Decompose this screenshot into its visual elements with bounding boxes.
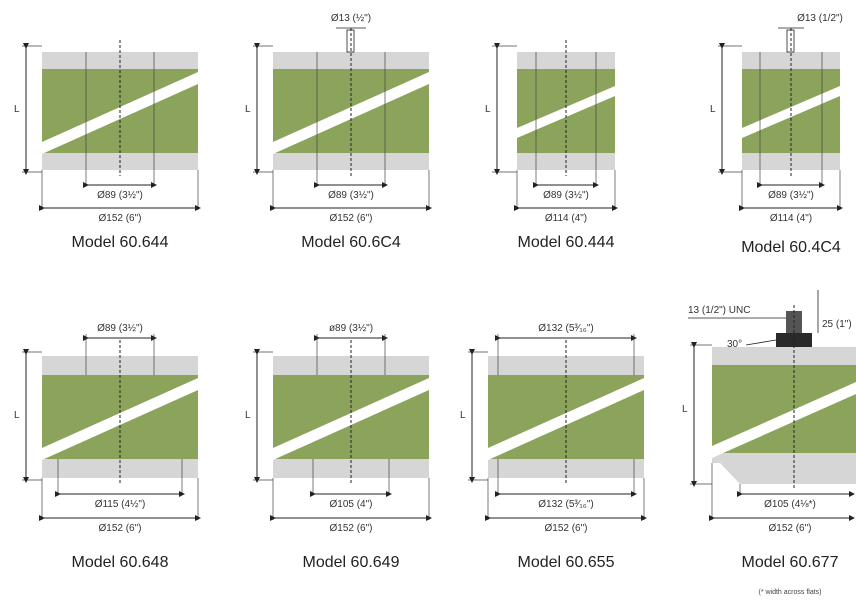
outer-dimension-label: Ø114 (4") bbox=[545, 213, 587, 224]
footnote: (* width across flats) bbox=[758, 589, 821, 596]
outer-dimension-label: Ø152 (6") bbox=[329, 213, 372, 224]
housing-bottom-band bbox=[42, 459, 198, 478]
drawing-model-60-649: ø89 (3½") L Ø105 (4") Ø152 (6") Model 60… bbox=[245, 323, 432, 571]
side-dimension-label: 25 (1") bbox=[822, 319, 852, 330]
housing-bottom-band bbox=[488, 459, 644, 478]
l-dimension-label: L bbox=[14, 410, 20, 421]
model-name: Model 60.4C4 bbox=[741, 239, 841, 256]
housing-bottom-band bbox=[273, 153, 429, 170]
outer-dimension-label: Ø152 (6") bbox=[98, 523, 141, 534]
outer-dimension-label: Ø152 (6") bbox=[544, 523, 587, 534]
top-dimension-label: Ø132 (5³⁄₁₆") bbox=[538, 323, 593, 334]
drawing-model-60-6c4: Ø13 (½") L Ø89 (3½") Ø152 (6") Model 60.… bbox=[245, 13, 432, 251]
housing-bottom-band bbox=[742, 153, 840, 170]
diagonal-stripe bbox=[488, 378, 644, 460]
housing-bottom-band bbox=[273, 459, 429, 478]
l-dimension-label: L bbox=[485, 104, 491, 115]
inner-dimension-label: Ø132 (5³⁄₁₆") bbox=[538, 499, 593, 510]
outer-dimension-label: Ø152 (6") bbox=[768, 523, 811, 534]
inner-dimension-label: Ø105 (4") bbox=[329, 499, 372, 510]
housing-top-band bbox=[712, 347, 856, 365]
outer-dimension-label: Ø152 (6") bbox=[98, 213, 141, 224]
top-dimension-label: Ø13 (½") bbox=[331, 13, 371, 24]
housing-base-taper bbox=[720, 463, 856, 484]
angle-label: 30° bbox=[727, 339, 742, 350]
model-name: Model 60.444 bbox=[518, 234, 615, 251]
l-dimension-label: L bbox=[245, 410, 251, 421]
model-name: Model 60.648 bbox=[72, 554, 169, 571]
l-dimension-label: L bbox=[14, 104, 20, 115]
drawing-model-60-444: L Ø89 (3½") Ø114 (4") Model 60.444 bbox=[485, 40, 618, 251]
l-dimension-label: L bbox=[682, 404, 688, 415]
outer-dimension-label: Ø114 (4") bbox=[770, 213, 812, 224]
model-name: Model 60.644 bbox=[72, 234, 169, 251]
inner-dimension-label: Ø89 (3½") bbox=[768, 190, 814, 201]
inner-dimension-label: Ø89 (3½") bbox=[97, 190, 143, 201]
outer-dimension-label: Ø152 (6") bbox=[329, 523, 372, 534]
angle-leader bbox=[745, 339, 777, 346]
thread-label: 13 (1/2") UNC bbox=[688, 305, 750, 316]
inner-dimension-label: Ø89 (3½") bbox=[328, 190, 374, 201]
inner-dimension-label: Ø89 (3½") bbox=[543, 190, 589, 201]
top-dimension-label: Ø13 (1/2") bbox=[797, 13, 843, 24]
drawing-model-60-644: L Ø89 (3½") Ø152 (6") Model 60.644 bbox=[14, 40, 201, 251]
housing-bottom-band bbox=[712, 453, 856, 463]
drawing-model-60-4c4: Ø13 (1/2") L Ø89 (3½") Ø114 (4") Model 6… bbox=[710, 13, 843, 256]
model-name: Model 60.6C4 bbox=[301, 234, 401, 251]
diagonal-stripe bbox=[42, 378, 198, 460]
l-dimension-label: L bbox=[245, 104, 251, 115]
model-name: Model 60.677 bbox=[742, 554, 839, 571]
l-dimension-label: L bbox=[710, 104, 716, 115]
diagonal-stripe bbox=[742, 86, 840, 138]
inner-dimension-label: Ø105 (4⅛*) bbox=[764, 499, 816, 510]
drawing-model-60-648: Ø89 (3½") L Ø115 (4½") Ø152 (6") Model 6… bbox=[14, 323, 201, 571]
diagonal-stripe bbox=[273, 378, 429, 460]
model-name: Model 60.649 bbox=[303, 554, 400, 571]
drawing-model-60-677: 13 (1/2") UNC 25 (1") 30° L Ø105 (4⅛*) Ø… bbox=[682, 290, 856, 571]
top-dimension-label: ø89 (3½") bbox=[329, 323, 373, 334]
l-dimension-label: L bbox=[460, 410, 466, 421]
diagonal-stripe bbox=[712, 382, 856, 458]
drawing-model-60-655: Ø132 (5³⁄₁₆") L Ø132 (5³⁄₁₆") Ø152 (6") … bbox=[460, 323, 647, 571]
model-name: Model 60.655 bbox=[518, 554, 615, 571]
top-dimension-label: Ø89 (3½") bbox=[97, 323, 143, 334]
inner-dimension-label: Ø115 (4½") bbox=[95, 499, 146, 510]
